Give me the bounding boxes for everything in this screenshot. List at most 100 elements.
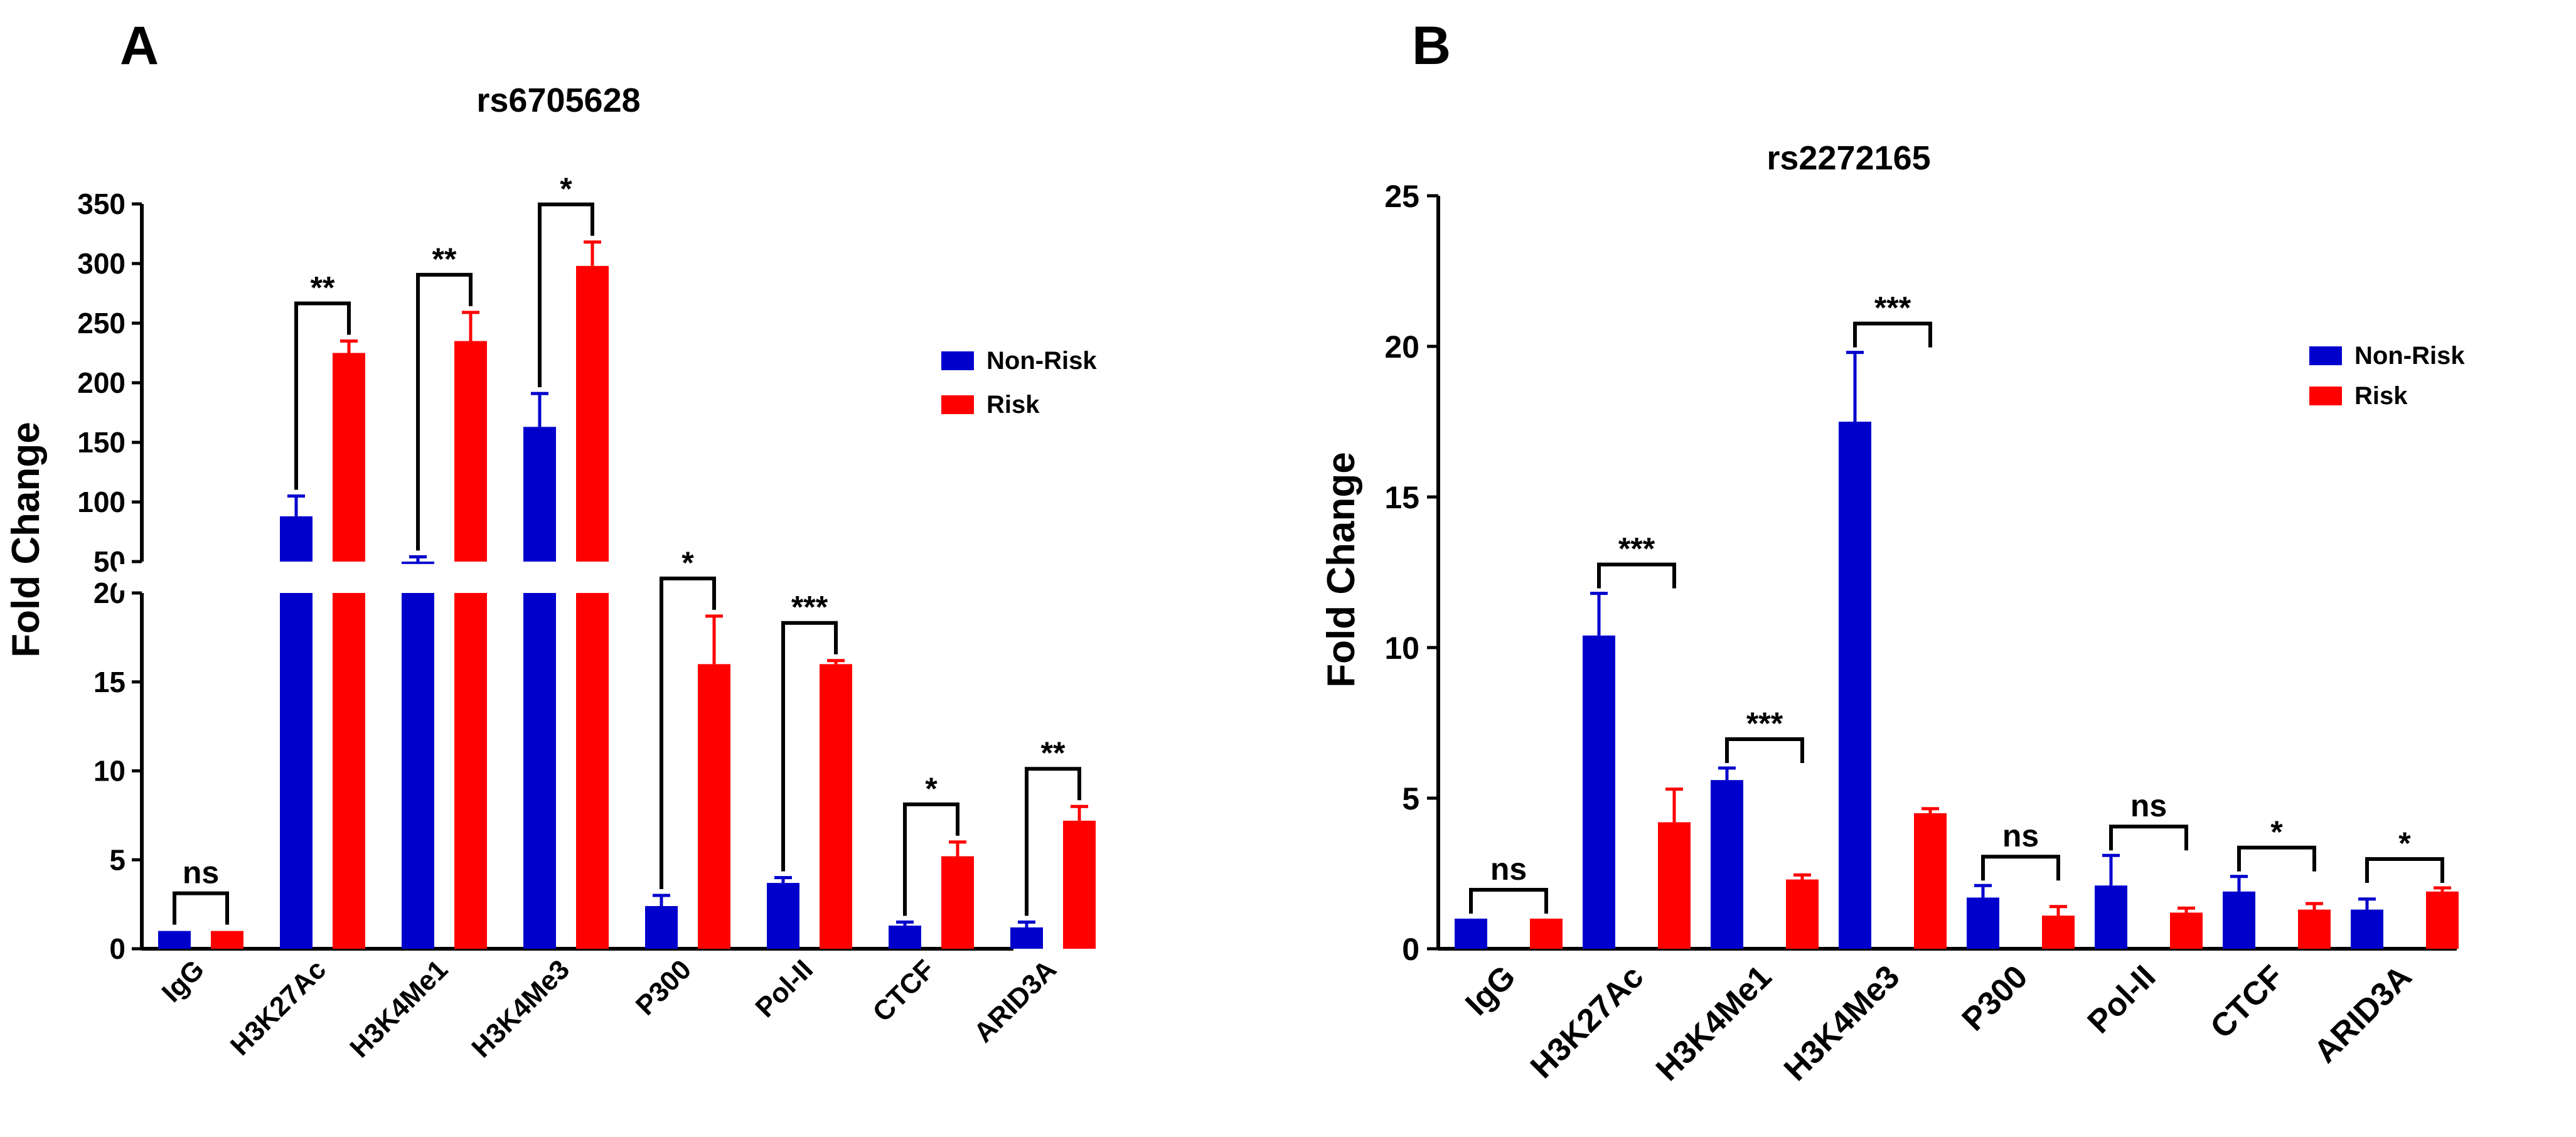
significance-bracket: *** [1725, 706, 1804, 763]
panel-b-label: B [1412, 16, 1451, 76]
significance-label: ns [183, 855, 219, 890]
x-tick-label: ARID3A [2307, 958, 2419, 1070]
error-bar [287, 494, 305, 516]
bar-non-risk [1455, 919, 1487, 949]
bar-risk [941, 856, 974, 949]
significance-bracket-line [1725, 737, 1804, 763]
error-bar [2102, 853, 2120, 886]
error-bar [1793, 873, 1811, 880]
x-tick-label: P300 [630, 954, 697, 1021]
significance-label: * [925, 771, 938, 806]
error-bar [531, 392, 548, 427]
significance-label: ns [2130, 788, 2167, 823]
x-tick-label: ARID3A [968, 954, 1062, 1048]
significance-bracket-line [173, 891, 229, 925]
significance-bracket: * [2365, 826, 2444, 883]
x-tick-label: Pol-II [2081, 958, 2163, 1040]
significance-bracket-line [2109, 825, 2188, 851]
y-tick-label: 300 [77, 247, 126, 280]
legend-swatch [2309, 387, 2342, 405]
legend-swatch [2309, 346, 2342, 365]
significance-bracket: * [538, 171, 594, 388]
significance-bracket: * [660, 545, 716, 889]
error-bar [2050, 905, 2067, 916]
bar-risk-lower [576, 593, 609, 949]
bar-risk-upper [454, 341, 487, 562]
legend-swatch [941, 351, 974, 370]
significance-label: ns [1490, 851, 1527, 887]
x-tick-label: H3K27Ac [225, 954, 332, 1061]
significance-label: ** [311, 270, 335, 306]
significance-bracket: *** [1597, 531, 1676, 589]
error-bar [827, 659, 845, 665]
legend-label: Risk [986, 391, 1040, 419]
significance-bracket-line [781, 621, 838, 872]
bar-risk [1786, 879, 1819, 949]
significance-bracket-line [1981, 855, 2060, 881]
bar-risk [1914, 813, 1947, 949]
bar-non-risk-lower [402, 593, 434, 949]
legend: Non-Risk Risk [941, 347, 1097, 419]
error-bar [774, 876, 792, 883]
error-bar [949, 840, 966, 857]
bar-risk [1658, 822, 1691, 949]
x-tick-label: IgG [1458, 958, 1522, 1022]
error-bar [896, 920, 914, 926]
error-bar [2358, 897, 2376, 910]
bar-non-risk-upper [523, 427, 556, 562]
bar-risk [698, 664, 730, 949]
x-tick-label: H3K4Me3 [466, 954, 575, 1064]
panel-b-y-axis-label: Fold Change [1320, 452, 1363, 687]
panel-a-title: rs6705628 [476, 82, 640, 119]
error-bar [1018, 920, 1035, 927]
bar-non-risk [158, 931, 191, 949]
bar-non-risk [645, 905, 678, 949]
y-tick-label: 5 [109, 843, 126, 876]
error-bar [340, 339, 358, 353]
significance-label: * [681, 545, 694, 580]
panel-b-title: rs2272165 [1766, 139, 1930, 177]
y-tick-label: 0 [1402, 932, 1419, 967]
bar-risk [1530, 919, 1563, 949]
y-tick-label: 150 [77, 426, 126, 459]
significance-label: ** [432, 242, 457, 277]
significance-bracket: ns [1469, 851, 1548, 914]
significance-bracket-line [2365, 857, 2444, 883]
legend-swatch [941, 395, 974, 414]
significance-label: * [2270, 814, 2283, 850]
bar-non-risk [767, 883, 799, 949]
significance-label: *** [1746, 706, 1783, 741]
bar-risk [2426, 891, 2459, 949]
bar-non-risk [1711, 780, 1743, 949]
significance-bracket-line [294, 301, 351, 490]
significance-bracket: * [903, 771, 959, 916]
bar-risk-upper [576, 265, 609, 562]
bar-non-risk [1010, 927, 1043, 949]
legend: Non-Risk Risk [2309, 342, 2465, 410]
legend-label: Risk [2354, 382, 2408, 410]
y-tick-label: 200 [77, 366, 126, 399]
bar-risk-lower [333, 593, 365, 949]
x-tick-label: H3K4Me3 [1777, 958, 1907, 1088]
axis-break-gap [117, 564, 995, 590]
bar-non-risk-upper [280, 516, 313, 562]
y-tick-label: 15 [1384, 480, 1419, 515]
significance-bracket-line [1853, 321, 1932, 348]
legend-label: Non-Risk [986, 347, 1097, 375]
bar-non-risk [1583, 635, 1615, 949]
x-tick-label: Pol-II [749, 954, 819, 1023]
significance-bracket: * [2237, 814, 2316, 872]
error-bar [1718, 766, 1736, 781]
error-bar [1921, 807, 1939, 813]
bar-risk [2170, 912, 2203, 949]
significance-bracket-line [416, 272, 473, 551]
error-bar [1846, 351, 1864, 422]
y-tick-label: 350 [77, 188, 126, 220]
error-bar [1665, 787, 1683, 823]
panel-a-y-axis-label: Fold Change [4, 422, 48, 657]
error-bar [1590, 592, 1608, 636]
panel-a-chart: A rs6705628 Fold Change 0510152050100150… [4, 16, 1097, 1064]
significance-label: *** [1874, 291, 1911, 326]
